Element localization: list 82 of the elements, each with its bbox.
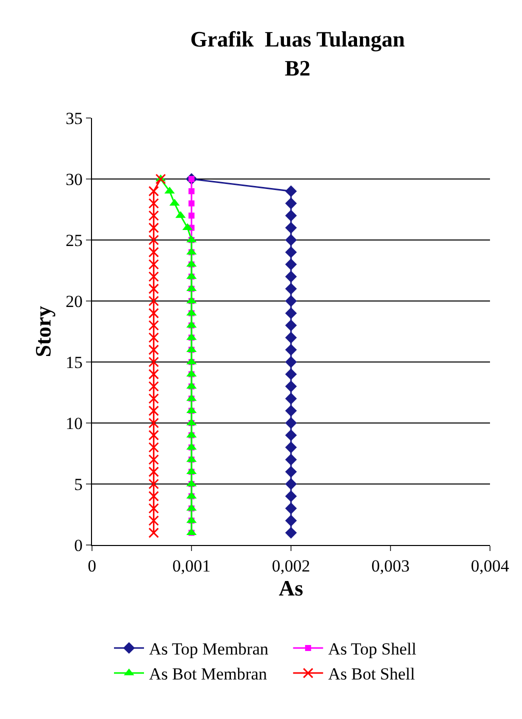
y-tick-label: 15 [66,352,83,372]
point [285,466,297,478]
point [148,246,159,258]
y-tick-label: 35 [66,108,83,128]
y-axis-title: Story [30,306,56,358]
x-axis-title: As [278,575,304,600]
point [148,442,159,453]
point [148,198,159,209]
point [148,515,159,526]
point [148,259,159,270]
point [285,344,297,356]
point [188,188,194,194]
point [148,308,159,318]
point [285,514,297,526]
point [285,417,297,429]
point [148,320,159,331]
point [155,174,166,184]
point [148,418,159,428]
point [148,296,159,306]
x-tick-label: 0,003 [371,556,410,576]
y-tick-label: 25 [66,230,83,250]
point [285,392,297,404]
x-tick-label: 0,002 [272,556,310,576]
legend-label: As Top Membran [149,640,269,659]
point [285,380,297,392]
chart-title: Grafik Luas Tulangan B2 [190,26,405,80]
point [285,320,297,332]
point [285,295,297,307]
point [148,356,159,368]
point [148,478,159,490]
point [148,271,159,282]
point [285,478,297,490]
point [285,332,297,344]
point [285,356,297,368]
point [148,368,159,380]
point [285,307,297,320]
x-tick-label: 0,001 [172,556,211,576]
point [285,502,297,514]
point [285,246,297,258]
point [148,344,159,356]
y-tick-label: 30 [66,170,83,189]
point [285,454,297,466]
point [148,490,159,502]
y-tick-label: 20 [66,292,83,311]
point [285,185,297,198]
point [148,393,159,404]
point [148,430,159,440]
point [148,381,159,392]
point [285,282,297,295]
point [148,210,159,221]
point [285,270,297,282]
point [285,198,297,210]
point [148,332,159,343]
point [285,526,297,539]
point [285,368,297,380]
y-tick-label: 10 [66,414,83,433]
point [148,454,159,465]
point [285,442,297,454]
point [285,258,297,270]
x-tick-label: 0 [88,556,96,576]
point [285,234,297,246]
point [148,284,159,294]
point [148,234,159,246]
legend-label: As Bot Shell [328,664,416,684]
point [148,528,159,538]
point [188,212,194,219]
point [285,490,297,502]
legend-label: As Bot Membran [149,664,268,684]
y-tick-label: 5 [74,474,83,494]
point [285,429,297,442]
point [285,222,297,234]
point [188,200,194,206]
point [285,404,297,417]
point [148,503,159,514]
point [285,210,297,222]
y-tick-label: 0 [74,536,83,555]
point [148,466,159,478]
x-tick-label: 0,004 [470,556,510,576]
point [148,406,159,416]
legend-label: As Top Shell [328,640,417,659]
point [148,186,159,196]
point [148,222,159,234]
